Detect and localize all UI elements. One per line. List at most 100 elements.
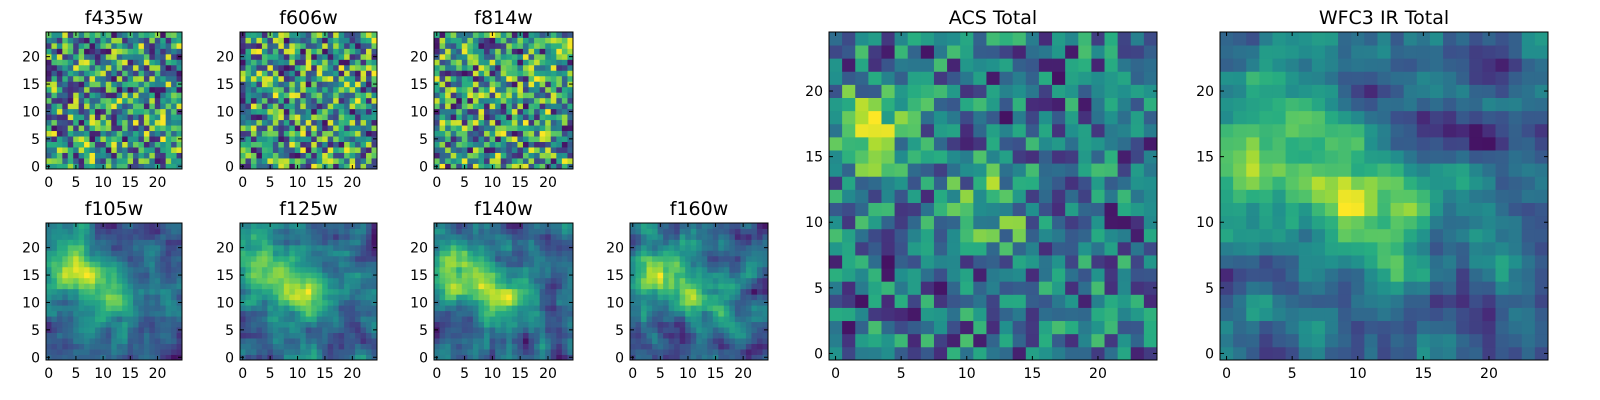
heatmap-cell [133, 163, 139, 170]
heatmap-cell [355, 332, 361, 339]
heatmap-cell [674, 277, 681, 284]
heatmap-cell [344, 327, 350, 333]
heatmap-cell [1091, 268, 1105, 282]
heatmap-cell [133, 81, 139, 88]
heatmap-cell [272, 136, 279, 142]
heatmap-cell [556, 338, 563, 344]
heatmap-cell [556, 81, 563, 88]
heatmap-cell [300, 75, 307, 82]
heatmap-cell [434, 125, 440, 132]
heatmap-cell [78, 239, 85, 246]
y-tick-label: 10 [410, 104, 428, 120]
heatmap-cell [522, 136, 529, 142]
heatmap-cell [127, 261, 134, 268]
heatmap-cell [450, 136, 457, 142]
heatmap-cell [472, 255, 479, 262]
heatmap-cell [261, 37, 268, 44]
heatmap-cell [62, 48, 69, 55]
heatmap-cell [111, 158, 118, 164]
heatmap-cell [100, 152, 107, 159]
heatmap-cell [267, 266, 274, 273]
heatmap-cell [84, 239, 90, 246]
heatmap-cell [450, 255, 457, 262]
heatmap-cell [261, 305, 268, 312]
heatmap-cell [500, 338, 507, 344]
heatmap-cell [986, 163, 1000, 177]
heatmap-cell [133, 92, 139, 99]
heatmap-cell [495, 75, 502, 82]
heatmap-cell [355, 250, 361, 257]
heatmap-cell [344, 261, 350, 268]
heatmap-cell [316, 136, 323, 142]
heatmap-cell [94, 114, 101, 121]
heatmap-cell [138, 59, 145, 66]
heatmap-cell [500, 310, 507, 317]
heatmap-cell [165, 299, 172, 306]
heatmap-cell [89, 53, 96, 60]
heatmap-cell [333, 97, 340, 104]
heatmap-cell [62, 32, 69, 38]
heatmap-cell [240, 239, 246, 246]
heatmap-cell [100, 261, 107, 268]
heatmap-cell [829, 255, 843, 269]
heatmap-cell [734, 250, 741, 257]
heatmap-cell [545, 266, 552, 273]
heatmap-cell [154, 343, 161, 350]
heatmap-cell [240, 316, 246, 323]
heatmap-cell [646, 255, 653, 262]
heatmap-cell [756, 277, 763, 284]
heatmap-cell [171, 108, 177, 115]
heatmap-cell [349, 130, 356, 137]
heatmap-cell [105, 354, 112, 361]
heatmap-cell [160, 81, 167, 88]
heatmap-cell [311, 152, 318, 159]
heatmap-cell [960, 176, 974, 190]
heatmap-cell [122, 64, 128, 71]
heatmap-cell [506, 130, 513, 137]
heatmap-cell [176, 147, 183, 153]
heatmap-cell [511, 233, 518, 240]
heatmap-cell [122, 294, 128, 301]
heatmap-cell [240, 332, 246, 339]
heatmap-cell [550, 114, 557, 121]
heatmap-cell [461, 288, 468, 295]
heatmap-cell [1052, 189, 1066, 203]
y-tick-label: 15 [606, 268, 624, 284]
heatmap-cell [534, 321, 541, 328]
heatmap-cell [256, 42, 263, 49]
heatmap-cell [894, 215, 909, 230]
heatmap-cell [127, 233, 134, 240]
heatmap-cell [500, 59, 507, 66]
heatmap-cell [511, 86, 518, 93]
heatmap-cell [51, 332, 58, 339]
heatmap-cell [316, 310, 323, 317]
heatmap-cell [333, 244, 340, 251]
heatmap-cell [349, 37, 356, 44]
heatmap-cell [311, 310, 318, 317]
heatmap-cell [545, 239, 552, 246]
heatmap-cell [160, 316, 167, 323]
heatmap-cell [500, 147, 507, 153]
heatmap-cell [439, 108, 446, 115]
heatmap-cell [143, 272, 150, 279]
heatmap-cell [517, 53, 524, 60]
heatmap-cell [143, 255, 150, 262]
heatmap-cell [94, 92, 101, 99]
heatmap-cell [138, 97, 145, 104]
heatmap-cell [842, 268, 856, 282]
heatmap-cell [322, 321, 329, 328]
heatmap-cell [338, 64, 345, 71]
heatmap-cell [67, 70, 74, 77]
heatmap-cell [561, 305, 568, 312]
heatmap-cell [690, 349, 697, 355]
heatmap-cell [484, 288, 490, 295]
heatmap-cell [56, 338, 63, 344]
heatmap-cell [495, 147, 502, 153]
heatmap-cell [855, 294, 869, 308]
heatmap-cell [663, 233, 670, 240]
heatmap-cell [256, 92, 263, 99]
heatmap-cell [100, 97, 107, 104]
heatmap-cell [67, 255, 74, 262]
heatmap-cell [539, 103, 546, 110]
heatmap-cell [907, 150, 922, 164]
